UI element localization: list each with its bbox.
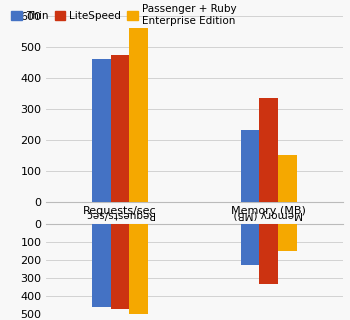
Bar bbox=[259, 98, 278, 202]
Bar bbox=[259, 224, 278, 284]
Bar bbox=[129, 28, 148, 202]
Bar bbox=[111, 55, 129, 202]
Bar bbox=[92, 224, 111, 307]
Bar bbox=[278, 224, 296, 251]
Bar bbox=[129, 224, 148, 320]
Bar bbox=[278, 155, 296, 202]
Bar bbox=[241, 224, 259, 265]
Bar bbox=[241, 131, 259, 202]
Legend: Thin, LiteSpeed, Passenger + Ruby
Enterprise Edition: Thin, LiteSpeed, Passenger + Ruby Enterp… bbox=[7, 0, 240, 30]
Bar bbox=[92, 59, 111, 202]
Bar bbox=[111, 224, 129, 309]
